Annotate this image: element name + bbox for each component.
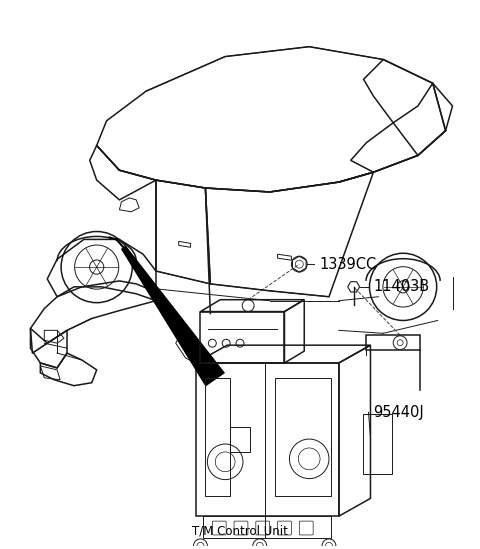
Text: 95440J: 95440J	[373, 405, 424, 420]
Polygon shape	[121, 245, 225, 386]
Text: 1339CC: 1339CC	[319, 256, 376, 272]
Text: 11403B: 11403B	[373, 279, 430, 294]
Text: T/M Control Unit: T/M Control Unit	[192, 525, 288, 538]
